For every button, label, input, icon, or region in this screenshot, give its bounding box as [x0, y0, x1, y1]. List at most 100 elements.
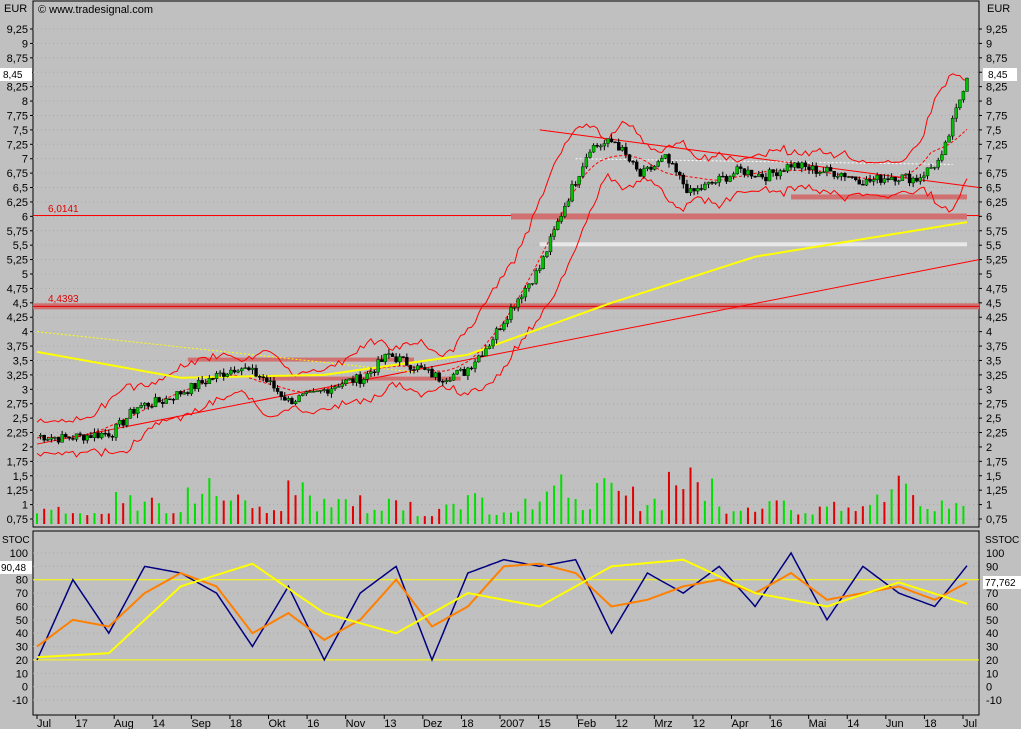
candle-body [631, 160, 635, 163]
candle-body [232, 369, 237, 373]
candle-body [584, 157, 589, 168]
candle-body [552, 229, 556, 237]
price-tick-label: 4 [22, 327, 28, 339]
volume-bar [502, 512, 505, 524]
candle-body [376, 359, 380, 373]
volume-bar [689, 467, 692, 524]
candle-body [893, 176, 897, 182]
candle-body [530, 283, 535, 285]
volume-bar [926, 508, 929, 524]
volume-bar [158, 503, 161, 524]
candle-body [965, 77, 969, 92]
volume-bar [129, 495, 132, 524]
candle-body [380, 359, 384, 362]
x-axis: Jul 17 Aug 14 Sep 18 Okt 16 Nov 13 Dez 18 2007 15 Feb 1… [36, 715, 977, 729]
x-tick-label: Dez [423, 718, 443, 729]
candle-body [405, 356, 409, 366]
volume-bar [538, 501, 541, 524]
candle-body [599, 145, 603, 148]
candle-body [681, 174, 686, 185]
price-tick-label: 7,75 [986, 110, 1007, 122]
price-tick-label: 8,75 [986, 53, 1007, 65]
candle-body [426, 368, 431, 371]
candle-body [498, 328, 502, 330]
candle-body [616, 142, 621, 151]
candle-body [660, 157, 664, 162]
volume-bar [122, 503, 125, 524]
candle-body [792, 162, 797, 168]
volume-bar [323, 498, 326, 524]
price-tick-label: 5,25 [7, 255, 28, 267]
candle-body [455, 370, 459, 375]
volume-bar [136, 510, 139, 524]
stoch-tick-label: 40 [16, 628, 28, 640]
volume-bar [847, 507, 850, 524]
candle-body [573, 184, 578, 186]
volume-bar [395, 500, 398, 524]
volume-bar [739, 510, 742, 524]
price-tick-label: 6,5 [13, 183, 28, 195]
candle-body [591, 145, 596, 153]
candle-body [175, 391, 179, 400]
candle-body [839, 173, 844, 177]
candle-body [563, 206, 567, 217]
price-tick-label: 6 [22, 211, 28, 223]
candle-body [268, 380, 273, 383]
candle-body [326, 389, 330, 394]
candle-body [114, 424, 118, 438]
support-band-1 [510, 213, 967, 220]
candle-body [674, 163, 678, 173]
stoch-y-axis-left: -100102030405060708090100 [10, 548, 28, 707]
volume-bar [869, 505, 872, 524]
candle-body [362, 379, 366, 384]
volume-bar [682, 489, 685, 524]
candle-body [354, 374, 359, 383]
volume-bar [36, 513, 38, 524]
candle-body [254, 367, 258, 377]
candle-body [929, 167, 933, 169]
candle-body [897, 180, 901, 182]
volume-bar [445, 504, 448, 524]
candle-body [688, 188, 693, 193]
volume-bar [962, 505, 965, 524]
volume-bar [265, 513, 268, 524]
candle-body [900, 174, 905, 181]
candle-body [832, 170, 836, 177]
price-tick-label: 8 [22, 96, 28, 108]
stoch-tick-label: 0 [986, 682, 992, 694]
volume-bar [890, 489, 893, 524]
candle-body [724, 175, 729, 182]
volume-bar [251, 508, 254, 524]
volume-bar [488, 514, 491, 524]
price-tick-label: 8,25 [7, 82, 28, 94]
candle-body [239, 368, 244, 372]
stoch-tick-label: 20 [986, 655, 998, 667]
volume-bar [617, 490, 620, 524]
candle-body [678, 171, 682, 176]
candle-body [800, 162, 804, 169]
stoch-tick-label: 10 [986, 668, 998, 680]
candle-body [160, 402, 165, 404]
candle-body [311, 391, 316, 393]
volume-bar [172, 513, 175, 524]
candle-body [103, 432, 107, 435]
x-tick-label: Feb [577, 718, 596, 729]
candle-body [394, 356, 398, 363]
price-tick-label: 3,25 [986, 370, 1007, 382]
candle-body [340, 383, 344, 387]
stoch-tick-label: 100 [986, 548, 1004, 560]
candle-body [257, 376, 262, 378]
candle-body [836, 176, 840, 178]
candle-body [275, 387, 280, 392]
candle-body [527, 283, 531, 289]
last-price-badge-left [0, 68, 32, 81]
volume-bar [186, 487, 189, 524]
candle-body [778, 170, 782, 177]
volume-bar [201, 493, 204, 524]
candle-body [667, 154, 671, 164]
candle-body [196, 380, 201, 389]
candle-body [448, 380, 452, 382]
volume-bar [624, 495, 627, 524]
last-price-badge-right [983, 68, 1017, 81]
stoch-slow-line [36, 562, 968, 648]
